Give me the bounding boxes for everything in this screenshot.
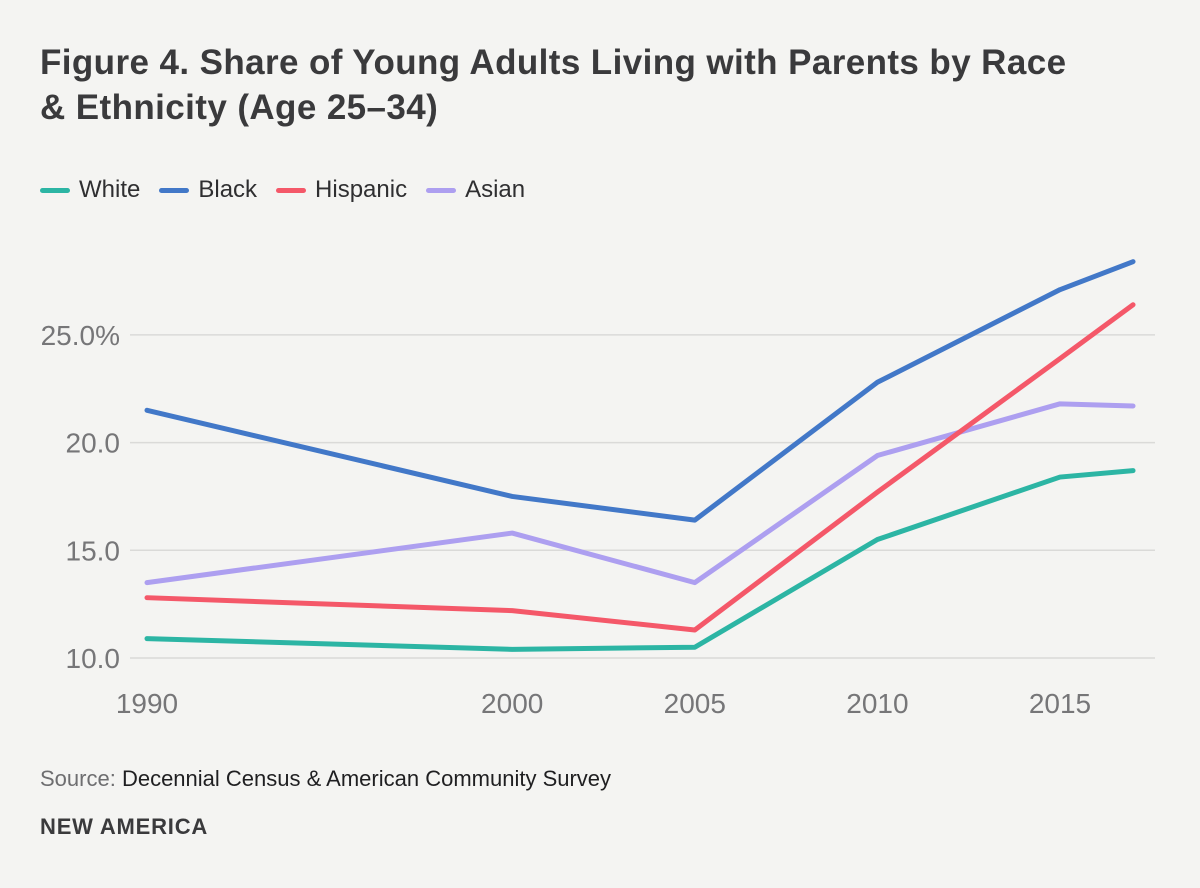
- legend-swatch-icon: [276, 187, 307, 193]
- x-tick-label: 2000: [481, 688, 543, 719]
- source-line: Source: Decennial Census & American Comm…: [40, 766, 611, 792]
- legend-item-label: Black: [198, 176, 258, 203]
- legend-item-label: Asian: [465, 176, 526, 203]
- y-tick-label: 20.0: [66, 428, 121, 459]
- brand-logo: NEW AMERICA: [40, 814, 209, 839]
- source-label: Source:: [40, 766, 116, 791]
- legend-item-label: White: [79, 176, 141, 203]
- x-tick-label: 2010: [846, 688, 908, 719]
- legend-item-white: White: [40, 176, 140, 204]
- legend-item-asian: Asian: [426, 176, 525, 204]
- title-line-2: & Ethnicity (Age 25–34): [40, 88, 439, 127]
- legend-swatch-icon: [40, 187, 70, 193]
- source-text: Decennial Census & American Community Su…: [121, 766, 612, 791]
- legend-swatch-icon: [159, 187, 190, 193]
- x-tick-label: 2005: [664, 688, 726, 719]
- legend-item-label: Hispanic: [315, 176, 408, 203]
- legend-swatch-icon: [426, 187, 457, 193]
- x-tick-label: 1990: [116, 688, 178, 719]
- y-tick-label: 10.0: [66, 643, 121, 674]
- series-line-asian: [144, 401, 1136, 586]
- title-line-1: Figure 4. Share of Young Adults Living w…: [40, 43, 1067, 82]
- series-line-hispanic: [144, 302, 1136, 633]
- y-tick-label: 25.0%: [41, 320, 120, 351]
- page-title: Figure 4. Share of Young Adults Living w…: [40, 40, 1066, 130]
- y-tick-label: 15.0: [66, 535, 121, 566]
- legend-item-black: Black: [159, 176, 257, 204]
- legend: White Black Hispanic Asian: [40, 176, 544, 204]
- x-tick-label: 2015: [1029, 688, 1091, 719]
- legend-item-hispanic: Hispanic: [276, 176, 407, 204]
- series-line-white: [144, 468, 1136, 652]
- series-line-black: [144, 259, 1136, 523]
